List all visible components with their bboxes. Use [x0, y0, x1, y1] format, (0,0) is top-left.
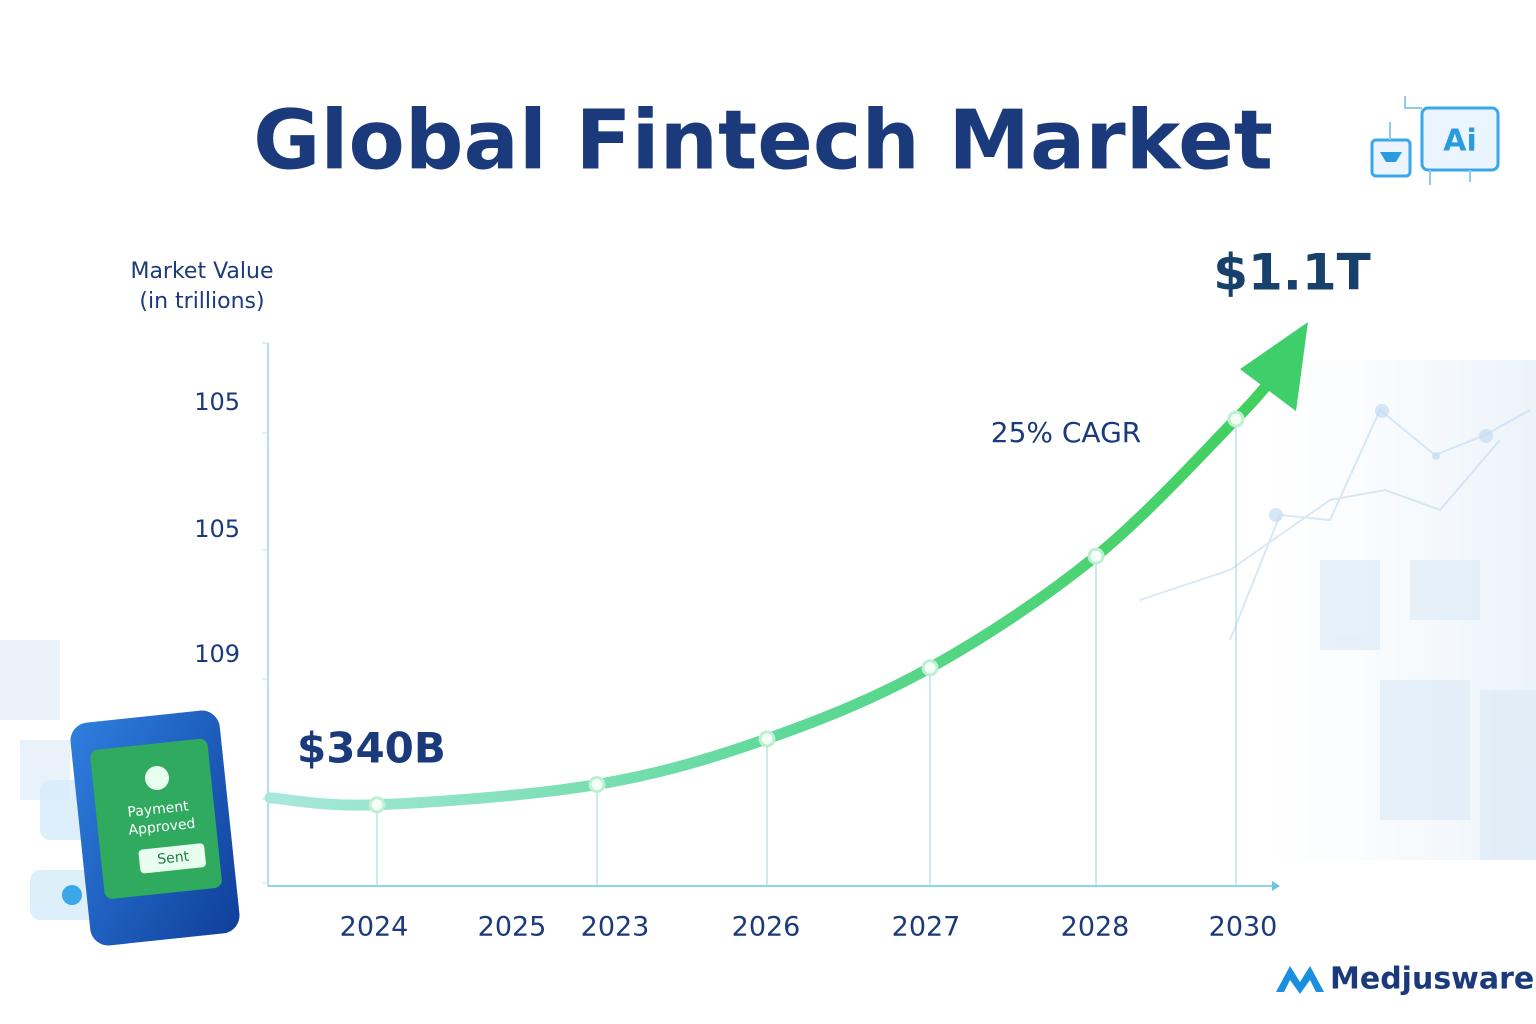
trend-arrowhead: [1240, 322, 1308, 412]
phone-button: Sent: [157, 849, 191, 868]
y-tick-label: 109: [194, 640, 240, 668]
x-tick-label: 2024: [340, 912, 409, 943]
y-axis-label: Market Value: [130, 259, 273, 284]
chart-title: Global Fintech Market: [253, 93, 1273, 188]
x-tick-label: 2026: [732, 912, 801, 943]
data-point: [1087, 547, 1105, 565]
svg-text:Ai: Ai: [1443, 124, 1477, 159]
x-tick-label: 2028: [1061, 912, 1130, 943]
data-point: [1227, 410, 1245, 428]
y-tick-label: 105: [194, 388, 240, 416]
x-tick-label: 2030: [1209, 912, 1278, 943]
y-axis-label: (in trillions): [139, 289, 264, 314]
x-tick-label: 2027: [892, 912, 961, 943]
x-tick-label: 2023: [581, 912, 650, 943]
phone-status: Payment: [127, 798, 190, 820]
data-point: [588, 776, 606, 794]
background-blocks: [0, 560, 1536, 860]
trend-curve: [264, 365, 1284, 811]
y-tick-label: 105: [194, 515, 240, 543]
data-point: [758, 730, 776, 748]
value-label: $340B: [297, 723, 446, 772]
annotation: 25% CAGR: [991, 416, 1142, 449]
brand-logo: [1276, 966, 1324, 994]
phone-status: Approved: [128, 816, 196, 839]
brand-name: Medjusware: [1330, 962, 1534, 997]
data-point: [368, 796, 386, 814]
x-tick-label: 2025: [478, 912, 547, 943]
ai-icon: Ai: [1370, 96, 1500, 185]
phone-illustration: Payment Approved Sent: [30, 710, 240, 946]
data-point: [921, 659, 939, 677]
background-dots: [1269, 404, 1493, 522]
x-axis-arrow: [1272, 881, 1280, 891]
value-label: $1.1T: [1213, 244, 1370, 302]
